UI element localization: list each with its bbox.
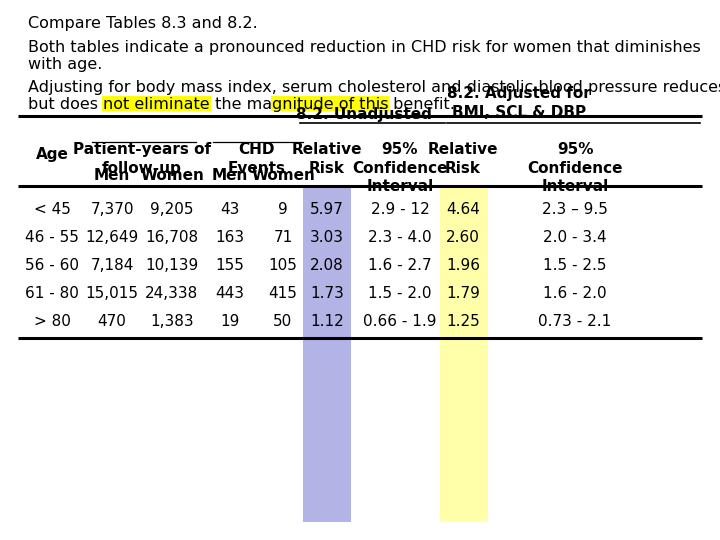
Text: 56 - 60: 56 - 60 bbox=[25, 259, 79, 273]
Text: 0.73 - 2.1: 0.73 - 2.1 bbox=[539, 314, 611, 329]
Text: 1.25: 1.25 bbox=[446, 314, 480, 329]
Text: 50: 50 bbox=[274, 314, 292, 329]
Text: 7,184: 7,184 bbox=[90, 259, 134, 273]
Text: 1.5 - 2.5: 1.5 - 2.5 bbox=[544, 259, 607, 273]
Text: 2.60: 2.60 bbox=[446, 231, 480, 246]
Text: 7,370: 7,370 bbox=[90, 202, 134, 218]
Text: the ma: the ma bbox=[210, 97, 272, 112]
Text: 61 - 80: 61 - 80 bbox=[25, 287, 79, 301]
Text: 4.64: 4.64 bbox=[446, 202, 480, 218]
Text: 1,383: 1,383 bbox=[150, 314, 194, 329]
Text: 9: 9 bbox=[278, 202, 288, 218]
Text: 2.08: 2.08 bbox=[310, 259, 344, 273]
Text: Both tables indicate a pronounced reduction in CHD risk for women that diminishe: Both tables indicate a pronounced reduct… bbox=[28, 40, 701, 55]
Text: 16,708: 16,708 bbox=[145, 231, 199, 246]
Text: 2.3 – 9.5: 2.3 – 9.5 bbox=[542, 202, 608, 218]
Text: 46 - 55: 46 - 55 bbox=[25, 231, 79, 246]
Text: 105: 105 bbox=[269, 259, 297, 273]
Text: with age.: with age. bbox=[28, 57, 102, 72]
Bar bbox=[102, 96, 211, 111]
Text: 95%
Confidence
Interval: 95% Confidence Interval bbox=[352, 142, 448, 194]
Text: 12,649: 12,649 bbox=[86, 231, 139, 246]
Text: not eliminate: not eliminate bbox=[103, 97, 210, 112]
Text: 5.97: 5.97 bbox=[310, 202, 344, 218]
Text: 155: 155 bbox=[215, 259, 244, 273]
Text: Men: Men bbox=[212, 167, 248, 183]
Text: 19: 19 bbox=[220, 314, 240, 329]
Text: 1.12: 1.12 bbox=[310, 314, 344, 329]
Text: benefit.: benefit. bbox=[388, 97, 455, 112]
Text: Women: Women bbox=[140, 167, 204, 183]
Text: 470: 470 bbox=[98, 314, 127, 329]
Text: but does: but does bbox=[28, 97, 103, 112]
Text: 8.2. Unadjusted: 8.2. Unadjusted bbox=[296, 107, 431, 122]
Text: Relative
Risk: Relative Risk bbox=[292, 142, 362, 176]
Text: gnitude of this: gnitude of this bbox=[272, 97, 388, 112]
Text: 1.6 - 2.0: 1.6 - 2.0 bbox=[543, 287, 607, 301]
Text: 9,205: 9,205 bbox=[150, 202, 194, 218]
Text: 43: 43 bbox=[220, 202, 240, 218]
Text: 24,338: 24,338 bbox=[145, 287, 199, 301]
Text: Patient-years of
follow-up: Patient-years of follow-up bbox=[73, 142, 211, 176]
Text: 2.9 - 12: 2.9 - 12 bbox=[371, 202, 429, 218]
Text: 1.79: 1.79 bbox=[446, 287, 480, 301]
Bar bbox=[271, 96, 390, 111]
Text: CHD
Events: CHD Events bbox=[228, 142, 286, 176]
Text: 8.2. Adjusted for
BMI, SCL & DBP: 8.2. Adjusted for BMI, SCL & DBP bbox=[447, 86, 591, 120]
Text: 2.0 - 3.4: 2.0 - 3.4 bbox=[543, 231, 607, 246]
Text: 2.3 - 4.0: 2.3 - 4.0 bbox=[368, 231, 432, 246]
Text: > 80: > 80 bbox=[34, 314, 71, 329]
Text: 95%
Confidence
Interval: 95% Confidence Interval bbox=[527, 142, 623, 194]
Bar bbox=[440, 186, 488, 522]
Text: 3.03: 3.03 bbox=[310, 231, 344, 246]
Text: < 45: < 45 bbox=[34, 202, 71, 218]
Text: 10,139: 10,139 bbox=[145, 259, 199, 273]
Text: Women: Women bbox=[251, 167, 315, 183]
Text: Age: Age bbox=[35, 146, 68, 161]
Text: 0.66 - 1.9: 0.66 - 1.9 bbox=[364, 314, 437, 329]
Text: Men: Men bbox=[94, 167, 130, 183]
Text: 1.6 - 2.7: 1.6 - 2.7 bbox=[368, 259, 432, 273]
Bar bbox=[303, 186, 351, 522]
Text: Compare Tables 8.3 and 8.2.: Compare Tables 8.3 and 8.2. bbox=[28, 16, 258, 31]
Text: 71: 71 bbox=[274, 231, 292, 246]
Text: 1.73: 1.73 bbox=[310, 287, 344, 301]
Text: 415: 415 bbox=[269, 287, 297, 301]
Text: 1.5 - 2.0: 1.5 - 2.0 bbox=[368, 287, 432, 301]
Text: Relative
Risk: Relative Risk bbox=[428, 142, 498, 176]
Text: 443: 443 bbox=[215, 287, 245, 301]
Text: Adjusting for body mass index, serum cholesterol and diastolic blood pressure re: Adjusting for body mass index, serum cho… bbox=[28, 80, 720, 95]
Text: 1.96: 1.96 bbox=[446, 259, 480, 273]
Text: 15,015: 15,015 bbox=[86, 287, 138, 301]
Text: 163: 163 bbox=[215, 231, 245, 246]
